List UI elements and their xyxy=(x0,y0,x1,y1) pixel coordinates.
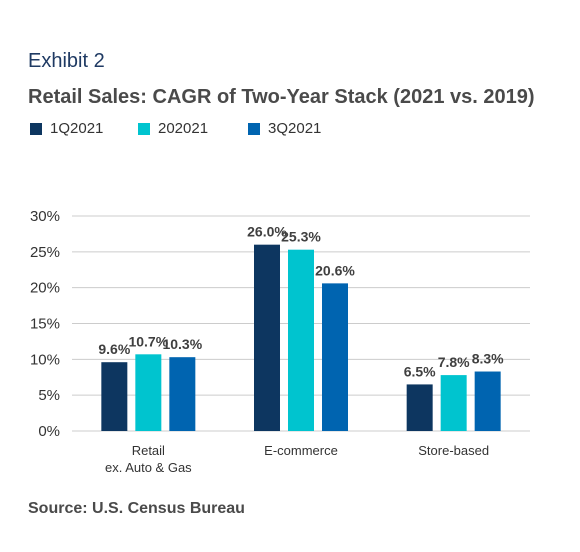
y-tick-label-0: 0% xyxy=(38,423,60,440)
chart-title: Retail Sales: CAGR of Two-Year Stack (20… xyxy=(28,86,535,108)
x-category-label-1-0: E-commerce xyxy=(264,443,338,458)
x-category-label-0-1: ex. Auto & Gas xyxy=(105,460,192,475)
data-label-202021-1: 25.3% xyxy=(281,229,321,245)
bar-3Q2021-2 xyxy=(474,371,501,431)
data-label-202021-0: 10.7% xyxy=(128,333,168,349)
data-label-3Q2021-0: 10.3% xyxy=(162,336,202,352)
data-label-202021-2: 7.8% xyxy=(438,354,470,370)
bar-1Q2021-0 xyxy=(101,362,128,431)
data-label-3Q2021-2: 8.3% xyxy=(472,351,504,367)
bar-202021-2 xyxy=(440,375,467,431)
bar-1Q2021-1 xyxy=(254,244,280,431)
x-category-label-2-0: Store-based xyxy=(418,443,489,458)
exhibit-label: Exhibit 2 xyxy=(28,50,105,72)
y-tick-label-25: 25% xyxy=(30,244,60,261)
y-tick-label-15: 15% xyxy=(30,316,60,333)
y-tick-label-20: 20% xyxy=(30,280,60,297)
y-tick-label-30: 30% xyxy=(30,208,60,225)
bar-3Q2021-0 xyxy=(169,357,196,431)
bar-3Q2021-1 xyxy=(322,283,348,431)
bar-202021-1 xyxy=(288,249,314,431)
bar-1Q2021-2 xyxy=(406,384,433,431)
data-label-1Q2021-2: 6.5% xyxy=(404,363,436,379)
y-tick-label-5: 5% xyxy=(38,387,60,404)
data-label-1Q2021-1: 26.0% xyxy=(247,224,287,240)
y-tick-label-10: 10% xyxy=(30,351,60,368)
data-label-1Q2021-0: 9.6% xyxy=(98,341,130,357)
data-label-3Q2021-1: 20.6% xyxy=(315,262,355,278)
bar-202021-0 xyxy=(135,354,162,431)
source-note: Source: U.S. Census Bureau xyxy=(28,500,245,517)
x-category-label-0-0: Retail xyxy=(132,443,165,458)
